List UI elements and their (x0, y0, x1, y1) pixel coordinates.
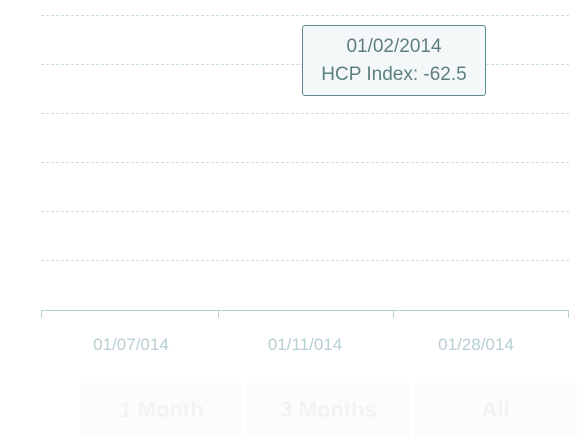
x-axis-tick (218, 310, 219, 318)
gridline (41, 162, 569, 163)
x-tick-label: 01/11/014 (267, 335, 343, 354)
range-button-all[interactable]: All (414, 383, 577, 437)
gridline (41, 15, 569, 16)
chart-tooltip: 01/02/2014 HCP Index: -62.5 (302, 25, 486, 96)
x-axis-line (41, 310, 569, 311)
range-selector: 1 Month 3 Months All (80, 383, 577, 437)
tooltip-value: HCP Index: -62.5 (321, 63, 467, 85)
range-button-1-month[interactable]: 1 Month (80, 383, 243, 437)
x-axis-tick (41, 310, 42, 318)
range-button-3-months[interactable]: 3 Months (247, 383, 410, 437)
gridline (41, 211, 569, 212)
x-axis-tick (393, 310, 394, 318)
gridline (41, 260, 569, 261)
x-axis-tick (568, 310, 569, 318)
x-tick-label: 01/07/014 (93, 335, 169, 354)
x-tick-label: 01/28/014 (438, 335, 514, 354)
gridline (41, 113, 569, 114)
tooltip-date: 01/02/2014 (346, 35, 442, 57)
